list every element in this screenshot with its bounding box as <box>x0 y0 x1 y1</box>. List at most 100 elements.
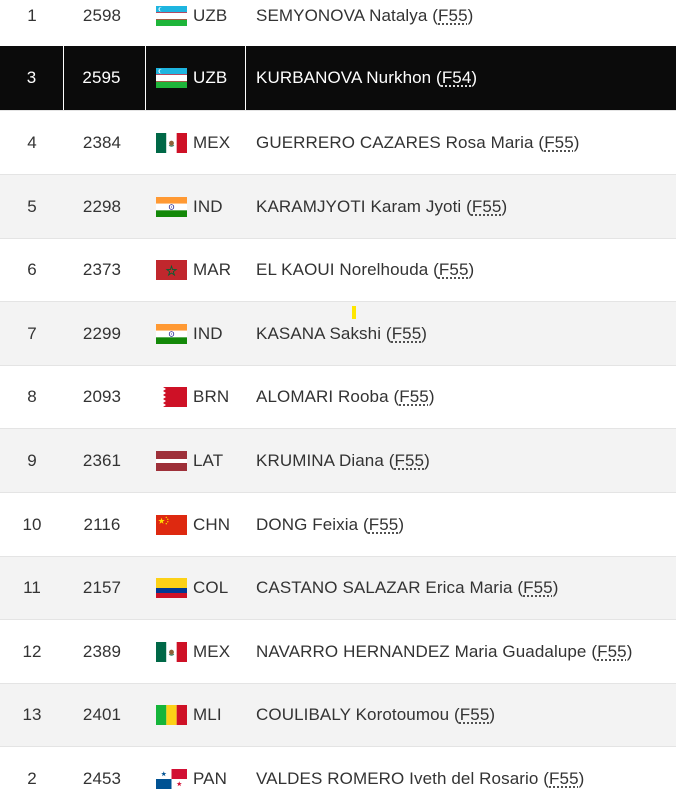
sport-class-link[interactable]: F55 <box>459 705 490 724</box>
sport-class-link[interactable]: F55 <box>399 387 429 406</box>
rank-cell: 7 <box>27 323 37 343</box>
mex-flag-svg <box>156 132 187 153</box>
sport-class-link[interactable]: F55 <box>391 323 422 343</box>
uzb-flag-icon <box>156 68 187 88</box>
athlete-name: KASANA Sakshi <box>256 323 382 343</box>
ind-flag-icon <box>156 323 187 344</box>
sport-class-link[interactable]: F55 <box>597 641 627 661</box>
country-code: BRN <box>193 387 230 406</box>
athlete-cell: VALDES ROMERO Iveth del Rosario (F55) <box>256 768 585 788</box>
athlete-name: SEMYONOVA Natalya <box>256 5 428 25</box>
score-cell: 2401 <box>82 705 122 724</box>
athlete-cell: DONG Feixia (F55) <box>256 514 405 534</box>
table-row[interactable]: 1 2598 UZB SEMYONOVA Natalya (F55) <box>0 0 676 46</box>
rank-cell: 8 <box>27 387 37 406</box>
country-cell: UZB <box>146 0 246 46</box>
athlete-name: NAVARRO HERNANDEZ Maria Guadalupe <box>256 641 587 661</box>
score-cell: 2298 <box>82 196 122 216</box>
score-cell: 2116 <box>83 514 121 534</box>
score-cell: 2389 <box>82 641 122 661</box>
country-cell: MAR <box>146 239 246 301</box>
table-row[interactable]: 10 2116 CHN DONG Feixia (F55) <box>0 492 676 556</box>
athlete-name: VALDES ROMERO Iveth del Rosario <box>256 768 539 788</box>
athlete-cell: ALOMARI Rooba (F55) <box>256 387 435 406</box>
athlete-name: KARAMJYOTI Karam Jyoti <box>256 196 462 216</box>
table-row[interactable]: 4 2384 MEX GUERRERO CAZARES Rosa Maria (… <box>0 110 676 174</box>
sport-class-link[interactable]: F55 <box>438 5 468 25</box>
country-code: MLI <box>193 705 222 724</box>
sport-class-link[interactable]: F55 <box>368 514 399 534</box>
table-row[interactable]: 6 2373 MAR EL KAOUI Norelhouda (F55) <box>0 238 676 301</box>
ind-flag-icon <box>156 196 187 217</box>
sport-class-link[interactable]: F54 <box>441 68 472 87</box>
score-cell: 2384 <box>82 132 122 152</box>
table-row[interactable]: 3 2595 UZB KURBANOVA Nurkhon (F54) <box>0 46 676 110</box>
score-cell: 2373 <box>82 260 122 279</box>
country-cell: CHN <box>146 493 246 556</box>
athlete-name: GUERRERO CAZARES Rosa Maria <box>256 132 534 152</box>
chn-flag-svg <box>156 514 187 535</box>
athlete-name: COULIBALY Korotoumou <box>256 705 450 724</box>
table-row[interactable]: 2 2453 PAN VALDES ROMERO Iveth del Rosar… <box>0 746 676 810</box>
athlete-cell: NAVARRO HERNANDEZ Maria Guadalupe (F55) <box>256 641 633 661</box>
score-cell: 2093 <box>82 387 122 406</box>
sport-class-link[interactable]: F55 <box>523 578 553 597</box>
country-code: COL <box>193 578 229 597</box>
country-cell: MLI <box>146 684 246 746</box>
athlete-cell: KASANA Sakshi (F55) <box>256 323 428 343</box>
athlete-cell: KURBANOVA Nurkhon (F54) <box>256 68 478 87</box>
sport-class-link[interactable]: F55 <box>438 260 469 279</box>
country-cell: IND <box>146 175 246 238</box>
rank-cell: 3 <box>0 46 64 110</box>
athlete-cell: SEMYONOVA Natalya (F55) <box>256 5 474 25</box>
sport-class-link[interactable]: F55 <box>471 196 502 216</box>
rank-cell: 6 <box>27 260 37 279</box>
country-code: MAR <box>193 260 232 279</box>
table-row[interactable]: 13 2401 MLI COULIBALY Korotoumou (F55) <box>0 683 676 746</box>
country-code: MEX <box>193 641 231 661</box>
chn-flag-icon <box>156 514 187 535</box>
sport-class-link[interactable]: F55 <box>549 768 579 788</box>
country-code: PAN <box>193 768 227 788</box>
rank-cell: 5 <box>27 196 37 216</box>
lat-flag-icon <box>156 450 187 471</box>
col-flag-icon <box>156 578 187 598</box>
country-cell: BRN <box>146 366 246 428</box>
table-row[interactable]: 12 2389 MEX NAVARRO HERNANDEZ Maria Guad… <box>0 619 676 683</box>
brn-flag-icon <box>156 387 187 407</box>
rank-cell: 2 <box>27 768 37 788</box>
country-code: IND <box>193 196 223 216</box>
table-row[interactable]: 5 2298 IND KARAMJYOTI Karam Jyoti (F55) <box>0 174 676 238</box>
rank-cell: 12 <box>22 641 42 661</box>
country-code: UZB <box>193 5 228 25</box>
country-cell: LAT <box>146 429 246 492</box>
country-cell: MEX <box>146 111 246 174</box>
mex-flag-icon <box>156 132 187 153</box>
country-cell: COL <box>146 557 246 619</box>
rank-cell: 13 <box>22 705 42 724</box>
country-cell: MEX <box>146 620 246 683</box>
score-cell: 2157 <box>82 578 122 597</box>
ind-flag-svg <box>156 323 187 344</box>
score-cell: 2598 <box>82 5 122 25</box>
mex-flag-svg <box>156 641 187 662</box>
rank-cell: 1 <box>27 5 37 25</box>
score-cell: 2453 <box>82 768 122 788</box>
athlete-name: DONG Feixia <box>256 514 359 534</box>
table-row[interactable]: 8 2093 BRN ALOMARI Rooba (F55) <box>0 365 676 428</box>
athlete-cell: COULIBALY Korotoumou (F55) <box>256 705 496 724</box>
sport-class-link[interactable]: F55 <box>544 132 574 152</box>
table-row[interactable]: 11 2157 COL CASTANO SALAZAR Erica Maria … <box>0 556 676 619</box>
table-row[interactable]: 7 2299 IND KASANA Sakshi (F55) <box>0 301 676 365</box>
country-code: UZB <box>193 68 228 87</box>
col-flag-svg <box>156 578 187 598</box>
mli-flag-svg <box>156 705 187 725</box>
country-code: MEX <box>193 132 231 152</box>
pan-flag-svg <box>156 768 187 789</box>
country-code: LAT <box>193 450 224 470</box>
uzb-flag-svg <box>156 5 187 26</box>
country-code: CHN <box>193 514 231 534</box>
athlete-cell: CASTANO SALAZAR Erica Maria (F55) <box>256 578 559 597</box>
table-row[interactable]: 9 2361 LAT KRUMINA Diana (F55) <box>0 428 676 492</box>
sport-class-link[interactable]: F55 <box>394 450 425 470</box>
